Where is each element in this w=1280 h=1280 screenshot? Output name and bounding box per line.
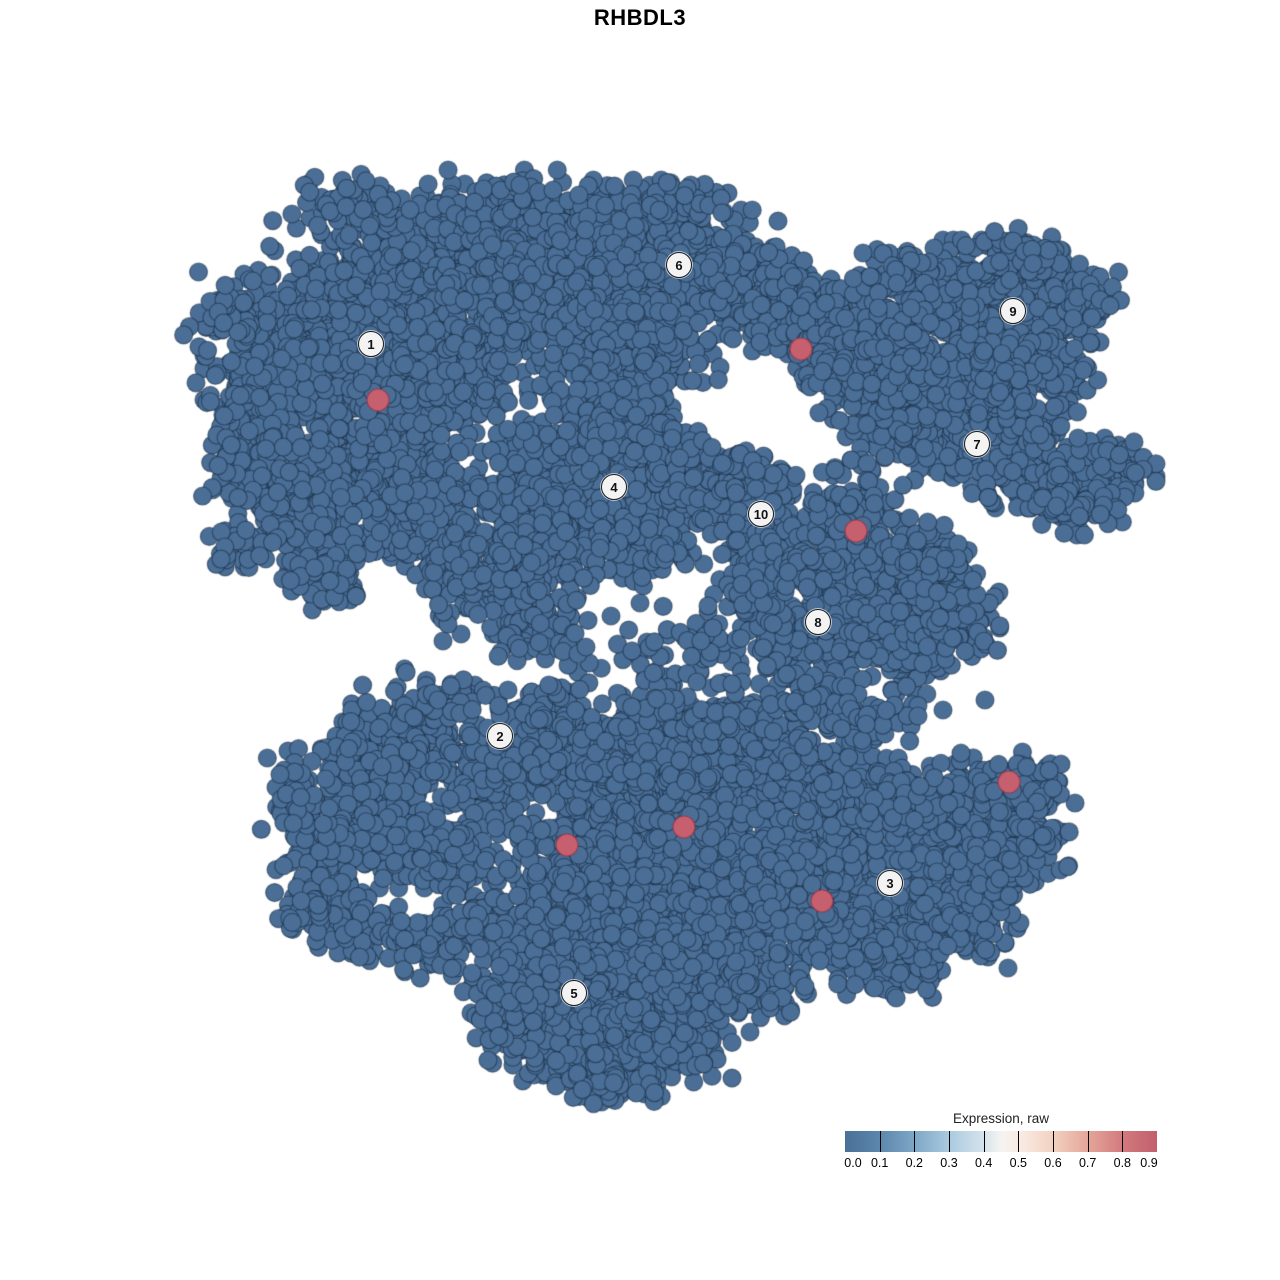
legend-tick-label: 0.1 [870,1156,889,1170]
cluster-label-9: 9 [1000,298,1026,324]
legend-tick-label: 0.4 [974,1156,993,1170]
legend-title: Expression, raw [952,1111,1050,1126]
legend-tick-label: 0.6 [1044,1156,1062,1170]
legend-tick-label: 0.0 [844,1156,862,1170]
legend-tick [1087,1131,1089,1152]
legend-tick [949,1131,950,1152]
legend-tick [983,1131,985,1152]
legend-tick-label: 0.7 [1078,1156,1097,1170]
cluster-label-8: 8 [805,609,831,635]
legend-tick [1053,1131,1054,1152]
page-title: RHBDL3 [593,5,687,30]
cluster-label-6: 6 [666,252,692,278]
cluster-label-5: 5 [561,980,587,1006]
legend-tick [879,1131,881,1152]
legend-colorbar [845,1131,1157,1152]
cluster-label-4: 4 [601,474,627,500]
expression-legend: Expression, raw 0.0 0.1 0.2 0.3 0.4 0.5 0.6 0.7… [844,1111,1157,1170]
legend-tick [1018,1131,1020,1152]
legend-tick [1122,1131,1124,1152]
cluster-label-10: 10 [748,501,774,527]
cluster-label-1: 1 [358,331,384,357]
legend-tick [914,1131,916,1152]
legend-tick-label: 0.5 [1009,1156,1028,1170]
legend-tick-label: 0.2 [905,1156,924,1170]
cluster-label-3: 3 [877,870,903,896]
cluster-label-7: 7 [964,431,990,457]
legend-tick-label: 0.3 [940,1156,958,1170]
legend-tick-label: 0.9 [1140,1156,1158,1170]
legend-tick-label: 0.8 [1113,1156,1132,1170]
cluster-label-2: 2 [487,723,513,749]
